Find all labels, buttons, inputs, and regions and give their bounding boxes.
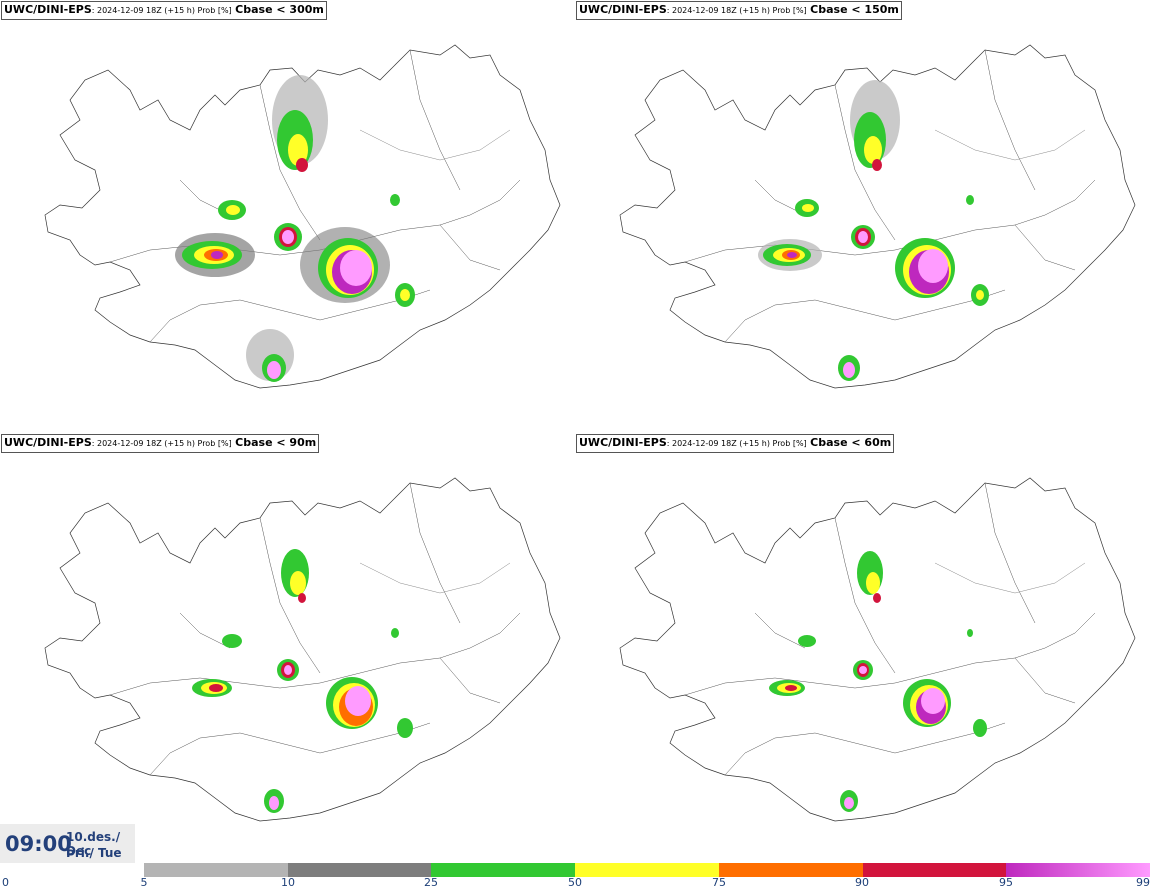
- map-panel-300m: UWC/DINI-EPS: 2024-12-09 18Z (+15 h) Pro…: [0, 0, 575, 430]
- colorbar-tick-label: 5: [140, 876, 148, 889]
- colorbar-tick-label: 99: [1136, 876, 1150, 889]
- run-info: : 2024-12-09 18Z (+15 h) Prob [%]: [666, 439, 807, 448]
- colorbar-segment: [431, 863, 576, 877]
- colorbar-segment: [575, 863, 719, 877]
- map-panel-150m: UWC/DINI-EPS: 2024-12-09 18Z (+15 h) Pro…: [575, 0, 1150, 430]
- valid-weekday: Þri./ Tue: [66, 846, 122, 860]
- threshold-label: Cbase < 90m: [235, 436, 317, 449]
- panel-title: UWC/DINI-EPS: 2024-12-09 18Z (+15 h) Pro…: [1, 1, 327, 20]
- colorbar-tick-label: 0: [2, 876, 9, 889]
- probability-blobs: [192, 549, 413, 813]
- colorbar-segment: [144, 863, 288, 877]
- map-panel-60m: UWC/DINI-EPS: 2024-12-09 18Z (+15 h) Pro…: [575, 433, 1150, 863]
- threshold-label: Cbase < 60m: [810, 436, 892, 449]
- probability-map: [619, 44, 1136, 389]
- valid-date: 10.des./ Dec: [66, 830, 121, 858]
- colorbar-segment: [1006, 863, 1150, 877]
- probability-colorbar: [144, 863, 1150, 877]
- panel-title: UWC/DINI-EPS: 2024-12-09 18Z (+15 h) Pro…: [576, 434, 895, 453]
- colorbar-tick-label: 95: [999, 876, 1013, 889]
- map-panel-90m: UWC/DINI-EPS: 2024-12-09 18Z (+15 h) Pro…: [0, 433, 575, 863]
- colorbar-tick-label: 75: [712, 876, 726, 889]
- colorbar-tick-label: 25: [424, 876, 438, 889]
- probability-blobs: [175, 75, 415, 382]
- probability-map: [44, 44, 561, 389]
- colorbar-segment: [287, 863, 432, 877]
- threshold-label: Cbase < 150m: [810, 3, 899, 16]
- colorbar-tick-label: 50: [568, 876, 582, 889]
- probability-blobs: [758, 80, 989, 381]
- probability-map: [44, 477, 561, 822]
- valid-time-box: 09:00 10.des./ Dec Þri./ Tue: [0, 824, 135, 863]
- probability-map: [619, 477, 1136, 822]
- run-info: : 2024-12-09 18Z (+15 h) Prob [%]: [666, 6, 807, 15]
- colorbar-segment: [862, 863, 1007, 877]
- valid-time: 09:00: [5, 832, 72, 856]
- model-name: UWC/DINI-EPS: [4, 3, 92, 16]
- model-name: UWC/DINI-EPS: [4, 436, 92, 449]
- model-name: UWC/DINI-EPS: [579, 3, 667, 16]
- threshold-label: Cbase < 300m: [235, 3, 324, 16]
- run-info: : 2024-12-09 18Z (+15 h) Prob [%]: [91, 6, 232, 15]
- run-info: : 2024-12-09 18Z (+15 h) Prob [%]: [91, 439, 232, 448]
- colorbar-ticks: 0 5 10 25 50 75 90 95 99: [0, 876, 1150, 891]
- panel-title: UWC/DINI-EPS: 2024-12-09 18Z (+15 h) Pro…: [576, 1, 902, 20]
- panel-title: UWC/DINI-EPS: 2024-12-09 18Z (+15 h) Pro…: [1, 434, 320, 453]
- colorbar-tick-label: 10: [281, 876, 295, 889]
- colorbar-segment: [718, 863, 863, 877]
- colorbar-tick-label: 90: [855, 876, 869, 889]
- model-name: UWC/DINI-EPS: [579, 436, 667, 449]
- probability-blobs: [769, 551, 987, 812]
